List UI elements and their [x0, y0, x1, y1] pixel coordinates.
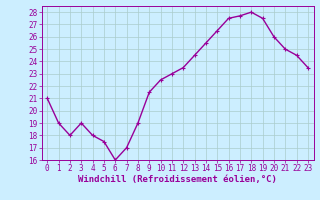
X-axis label: Windchill (Refroidissement éolien,°C): Windchill (Refroidissement éolien,°C): [78, 175, 277, 184]
